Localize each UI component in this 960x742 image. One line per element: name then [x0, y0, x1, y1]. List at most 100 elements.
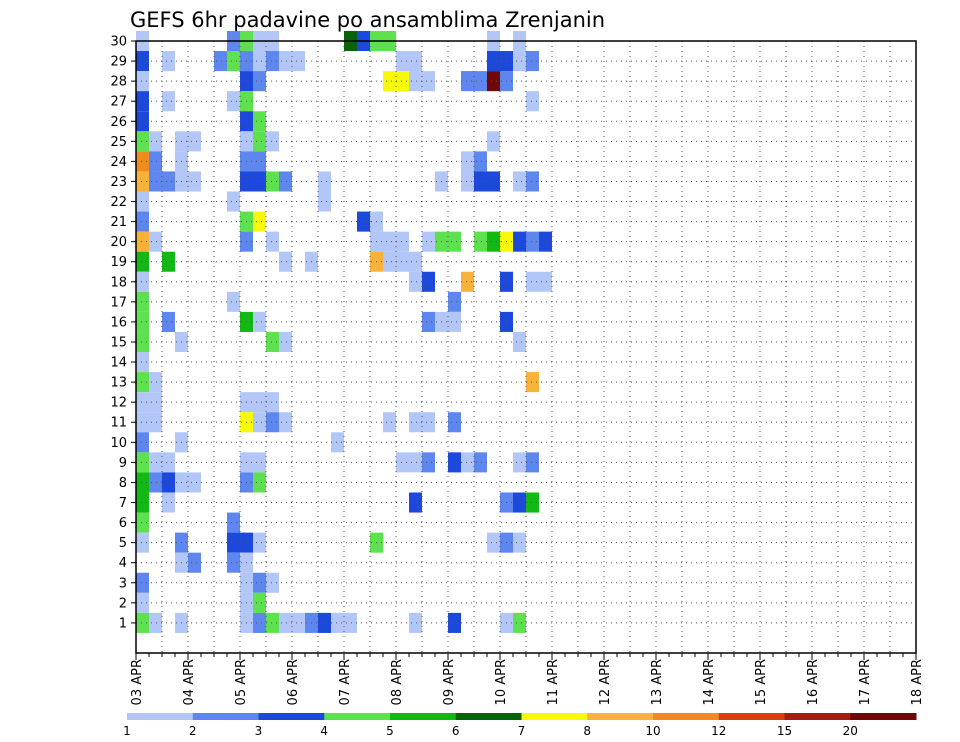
- y-tick-label: 1: [119, 616, 127, 631]
- heatmap-cell: [266, 392, 279, 413]
- y-tick-label: 26: [110, 115, 127, 130]
- heatmap-cell: [253, 131, 266, 152]
- heatmap-cell: [227, 552, 240, 573]
- heatmap-cell: [383, 231, 396, 252]
- heatmap-cell: [526, 271, 539, 292]
- x-tick-label: 10 APR: [494, 659, 509, 705]
- heatmap-cell: [227, 532, 240, 553]
- heatmap-cell: [136, 572, 149, 593]
- heatmap-cell: [136, 452, 149, 473]
- heatmap-cell: [149, 231, 162, 252]
- heatmap-cell: [396, 71, 409, 92]
- x-axis-ticks: 03 APR 04 APR 05 APR 06 APR 07 APR 08 APR 09 A…: [130, 653, 925, 705]
- y-tick-label: 6: [119, 516, 127, 531]
- heatmap-cell: [448, 231, 461, 252]
- heatmap-cell: [149, 131, 162, 152]
- heatmap-cell: [162, 51, 175, 72]
- colorbar-swatch: [324, 713, 391, 720]
- heatmap-cell: [539, 271, 552, 292]
- heatmap-cell: [344, 612, 357, 633]
- heatmap-cells: [136, 30, 552, 633]
- heatmap-cell: [526, 492, 539, 513]
- heatmap-cell: [487, 131, 500, 152]
- y-tick-label: 13: [110, 376, 127, 391]
- colorbar-label: 12: [711, 724, 726, 738]
- heatmap-cell: [266, 131, 279, 152]
- colorbar-label: 1: [123, 724, 131, 738]
- heatmap-cell: [461, 271, 474, 292]
- heatmap-cell: [409, 251, 422, 272]
- heatmap-cell: [253, 392, 266, 413]
- heatmap-cell: [279, 331, 292, 353]
- heatmap-cell: [279, 612, 292, 633]
- heatmap-cell: [513, 331, 526, 353]
- heatmap-cell: [149, 151, 162, 172]
- heatmap-cell: [513, 452, 526, 473]
- heatmap-cell: [188, 131, 201, 152]
- x-tick-label: 09 APR: [442, 659, 457, 705]
- heatmap-cell: [461, 71, 474, 92]
- chart-title: GEFS 6hr padavine po ansamblima Zrenjani…: [130, 8, 605, 32]
- heatmap-cell: [253, 51, 266, 72]
- colorbar-swatch: [850, 713, 917, 720]
- y-tick-label: 22: [110, 195, 127, 210]
- heatmap-cell: [253, 412, 266, 433]
- heatmap-cell: [513, 492, 526, 513]
- heatmap-cell: [448, 412, 461, 433]
- heatmap-cell: [526, 91, 539, 112]
- heatmap-cell: [136, 131, 149, 152]
- heatmap-cell: [487, 532, 500, 553]
- heatmap-cell: [136, 111, 149, 132]
- heatmap-cell: [513, 171, 526, 192]
- colorbar-swatch: [653, 713, 720, 720]
- heatmap-cell: [253, 311, 266, 332]
- y-tick-label: 10: [110, 436, 127, 451]
- heatmap-cell: [253, 532, 266, 553]
- heatmap-cell: [279, 171, 292, 192]
- y-tick-label: 8: [119, 476, 127, 491]
- colorbar-swatch: [784, 713, 851, 720]
- y-tick-label: 20: [110, 235, 127, 250]
- y-tick-label: 12: [110, 396, 127, 411]
- heatmap-cell: [227, 91, 240, 112]
- heatmap-cell: [487, 171, 500, 192]
- heatmap-cell: [162, 452, 175, 473]
- heatmap-cell: [136, 492, 149, 513]
- heatmap-cell: [253, 111, 266, 132]
- y-tick-label: 21: [110, 215, 127, 230]
- heatmap-cell: [526, 171, 539, 192]
- heatmap-cell: [292, 612, 305, 633]
- heatmap-cell: [253, 211, 266, 232]
- colorbar-label: 10: [645, 724, 660, 738]
- heatmap-cell: [513, 51, 526, 72]
- colorbar-swatch: [587, 713, 654, 720]
- x-tick-label: 12 APR: [598, 659, 613, 705]
- heatmap-cell: [136, 592, 149, 613]
- heatmap-cell: [513, 612, 526, 633]
- heatmap-cell: [188, 472, 201, 493]
- heatmap-cell: [396, 231, 409, 252]
- heatmap-cell: [136, 472, 149, 493]
- y-tick-label: 5: [119, 536, 127, 551]
- y-tick-label: 17: [110, 295, 127, 310]
- y-tick-label: 14: [110, 356, 127, 371]
- heatmap-cell: [409, 71, 422, 92]
- y-tick-label: 29: [110, 55, 127, 70]
- colorbar-swatch: [390, 713, 457, 720]
- heatmap-cell: [331, 612, 344, 633]
- heatmap-cell: [422, 231, 435, 252]
- y-tick-label: 11: [110, 416, 127, 431]
- heatmap-cell: [526, 51, 539, 72]
- x-tick-label: 05 APR: [234, 659, 249, 705]
- heatmap-cell: [266, 51, 279, 72]
- heatmap-cell: [253, 572, 266, 593]
- heatmap-cell: [162, 311, 175, 332]
- heatmap-cell: [357, 211, 370, 232]
- heatmap-cell: [136, 532, 149, 553]
- heatmap-cell: [487, 51, 500, 72]
- colorbar-swatch: [521, 713, 588, 720]
- colorbar-label: 4: [320, 724, 328, 738]
- heatmap-cell: [409, 51, 422, 72]
- heatmap-cell: [227, 512, 240, 533]
- colorbar-label: 5: [386, 724, 394, 738]
